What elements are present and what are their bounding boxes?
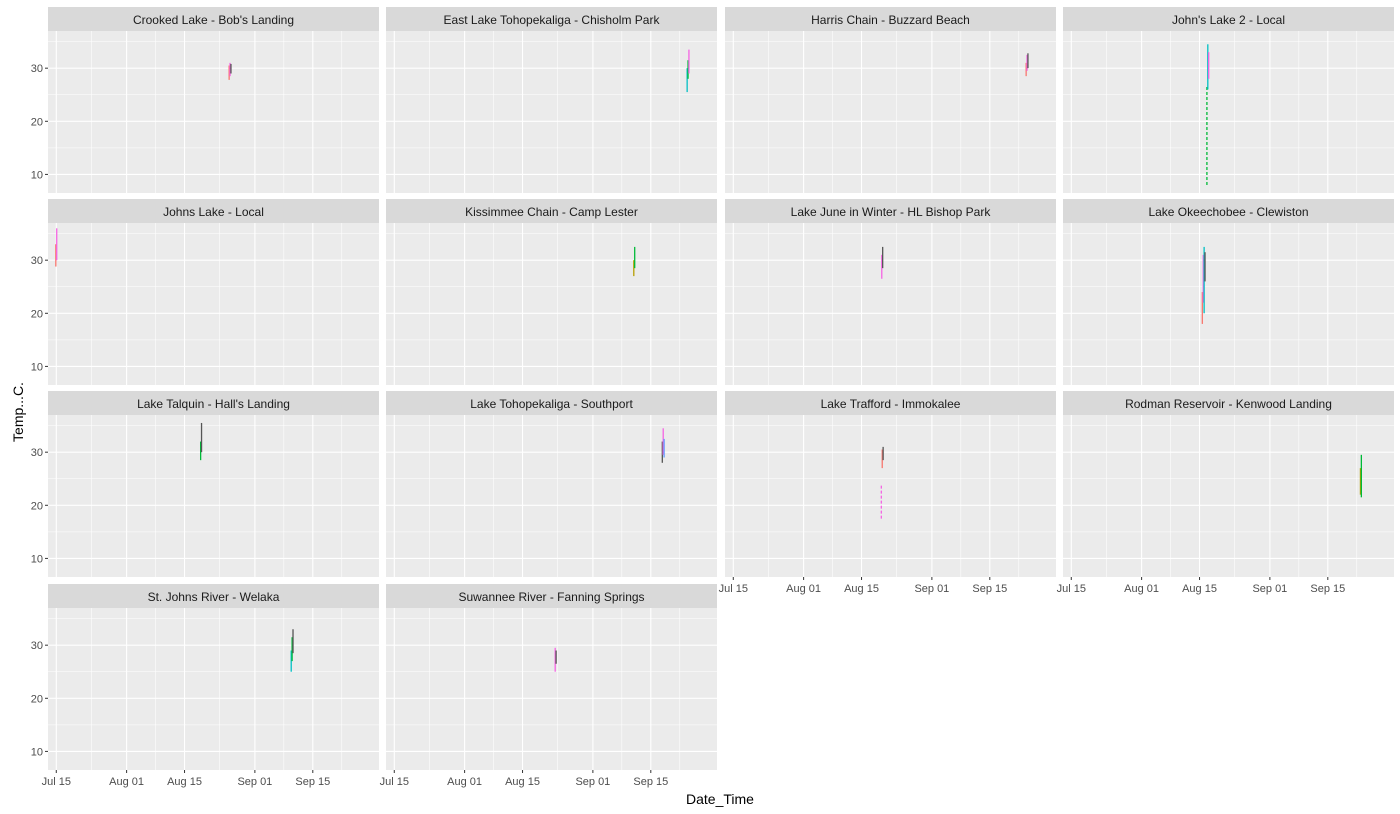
facet-strip <box>725 391 1056 415</box>
x-tick-label: Aug 15 <box>1182 583 1217 595</box>
y-tick-label: 10 <box>31 361 43 373</box>
x-tick-label: Aug 15 <box>844 583 879 595</box>
facet-panel: Johns Lake - Local <box>48 199 379 385</box>
plot-background <box>1063 415 1394 577</box>
y-tick-label: 30 <box>31 640 43 652</box>
x-tick-label: Sep 01 <box>575 776 610 788</box>
x-tick-label: Jul 15 <box>1057 583 1086 595</box>
plot-background <box>1063 31 1394 193</box>
y-tick-label: 30 <box>31 447 43 459</box>
plot-background <box>1063 223 1394 385</box>
x-tick-label: Aug 15 <box>167 776 202 788</box>
facet-title: John's Lake 2 - Local <box>1172 13 1285 27</box>
x-axis-title: Date_Time <box>686 791 754 807</box>
plot-background <box>386 608 717 770</box>
facet-strip <box>48 199 379 223</box>
x-tick-label: Aug 01 <box>447 776 482 788</box>
facet-strip <box>48 391 379 415</box>
facet-strip <box>48 7 379 31</box>
facet-title: Rodman Reservoir - Kenwood Landing <box>1125 397 1332 411</box>
facet-panel: Lake Talquin - Hall's Landing <box>48 391 379 577</box>
facet-strip <box>386 199 717 223</box>
plot-background <box>48 31 379 193</box>
plot-background <box>725 31 1056 193</box>
plot-background <box>48 608 379 770</box>
facet-panel: John's Lake 2 - Local <box>1063 7 1394 193</box>
y-tick-label: 10 <box>31 553 43 565</box>
facet-title: Crooked Lake - Bob's Landing <box>133 13 294 27</box>
x-tick-label: Sep 15 <box>295 776 330 788</box>
facet-strip <box>1063 391 1394 415</box>
facet-title: Harris Chain - Buzzard Beach <box>811 13 970 27</box>
x-tick-label: Jul 15 <box>380 776 409 788</box>
plot-background <box>386 415 717 577</box>
facet-title: Lake Tohopekaliga - Southport <box>470 397 633 411</box>
y-tick-label: 20 <box>31 693 43 705</box>
x-tick-label: Sep 15 <box>633 776 668 788</box>
x-tick-label: Jul 15 <box>719 583 748 595</box>
facet-title: Lake Okeechobee - Clewiston <box>1148 205 1308 219</box>
facet-title: Kissimmee Chain - Camp Lester <box>465 205 638 219</box>
facet-strip <box>386 584 717 608</box>
facet-strip <box>1063 199 1394 223</box>
facet-strip <box>386 7 717 31</box>
facet-panel: Rodman Reservoir - Kenwood Landing <box>1063 391 1394 577</box>
y-tick-label: 20 <box>31 308 43 320</box>
facet-panels: Crooked Lake - Bob's Landing East Lake To… <box>48 7 1394 770</box>
facet-title: Lake Trafford - Immokalee <box>821 397 961 411</box>
facet-strip <box>48 584 379 608</box>
facet-panel: Crooked Lake - Bob's Landing <box>48 7 379 193</box>
x-tick-label: Aug 01 <box>109 776 144 788</box>
x-tick-label: Sep 15 <box>1310 583 1345 595</box>
y-tick-label: 30 <box>31 255 43 267</box>
facet-panel: St. Johns River - Welaka <box>48 584 379 770</box>
facet-panel: Kissimmee Chain - Camp Lester <box>386 199 717 385</box>
plot-background <box>48 223 379 385</box>
facet-strip <box>1063 7 1394 31</box>
y-tick-label: 20 <box>31 500 43 512</box>
x-tick-label: Aug 01 <box>1124 583 1159 595</box>
facet-title: Johns Lake - Local <box>163 205 264 219</box>
facet-strip <box>725 199 1056 223</box>
facet-panel: Lake Tohopekaliga - Southport <box>386 391 717 577</box>
plot-background <box>48 415 379 577</box>
x-tick-label: Sep 01 <box>914 583 949 595</box>
y-tick-label: 10 <box>31 169 43 181</box>
y-axes: 10 20 30 10 20 30 10 20 30 10 20 30 <box>31 63 48 758</box>
plot-background <box>725 415 1056 577</box>
facet-panel: Suwannee River - Fanning Springs <box>386 584 717 770</box>
facet-strip <box>725 7 1056 31</box>
y-tick-label: 10 <box>31 746 43 758</box>
x-tick-label: Sep 01 <box>237 776 272 788</box>
y-axis-title: Temp...C. <box>10 382 26 442</box>
plot-background <box>386 31 717 193</box>
facet-panel: Lake Okeechobee - Clewiston <box>1063 199 1394 385</box>
facet-panel: Harris Chain - Buzzard Beach <box>725 7 1056 193</box>
facet-strip <box>386 391 717 415</box>
x-tick-label: Sep 15 <box>972 583 1007 595</box>
x-tick-label: Jul 15 <box>42 776 71 788</box>
x-tick-label: Sep 01 <box>1252 583 1287 595</box>
facet-title: Suwannee River - Fanning Springs <box>458 590 644 604</box>
facet-title: Lake Talquin - Hall's Landing <box>137 397 290 411</box>
plot-background <box>386 223 717 385</box>
facet-title: Lake June in Winter - HL Bishop Park <box>791 205 992 219</box>
x-axes: Jul 15 Aug 01 Aug 15 Sep 01 Sep 15 Jul 15 Aug … <box>42 577 1345 788</box>
x-tick-label: Aug 01 <box>786 583 821 595</box>
x-tick-label: Aug 15 <box>505 776 540 788</box>
facet-panel: Lake June in Winter - HL Bishop Park <box>725 199 1056 385</box>
facet-panel: East Lake Tohopekaliga - Chisholm Park <box>386 7 717 193</box>
y-tick-label: 30 <box>31 63 43 75</box>
plot-background <box>725 223 1056 385</box>
facet-panel: Lake Trafford - Immokalee <box>725 391 1056 577</box>
facet-title: East Lake Tohopekaliga - Chisholm Park <box>444 13 661 27</box>
y-tick-label: 20 <box>31 116 43 128</box>
facet-title: St. Johns River - Welaka <box>148 590 280 604</box>
